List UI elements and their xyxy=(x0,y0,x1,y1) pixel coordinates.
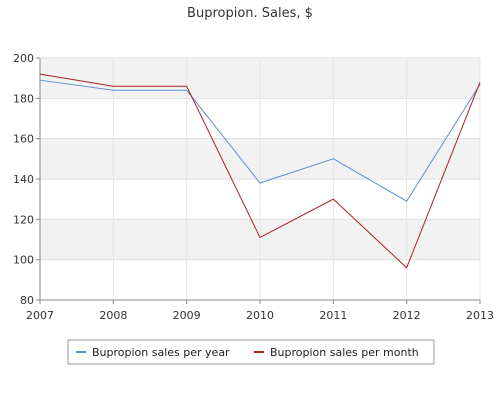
x-tick-label: 2007 xyxy=(26,309,54,322)
legend: Bupropion sales per year Bupropion sales … xyxy=(67,339,435,365)
x-tick-label: 2009 xyxy=(173,309,201,322)
tick-labels: 80 100 120 140 160 180 200 2007 2008 2009 2010 2011… xyxy=(13,52,494,322)
legend-label-1: Bupropion sales per year xyxy=(92,346,230,359)
axes xyxy=(36,57,481,304)
y-tick-label: 80 xyxy=(20,294,34,307)
x-tick-label: 2010 xyxy=(246,309,274,322)
y-tick-label: 140 xyxy=(13,173,34,186)
legend-box xyxy=(67,339,435,365)
y-tick-label: 100 xyxy=(13,254,34,267)
legend-label-2: Bupropion sales per month xyxy=(270,346,419,359)
y-tick-label: 160 xyxy=(13,133,34,146)
x-tick-label: 2012 xyxy=(393,309,421,322)
x-tick-label: 2013 xyxy=(466,309,494,322)
series-line-2 xyxy=(39,73,481,269)
series-lines xyxy=(39,73,481,269)
y-tick-label: 120 xyxy=(13,213,34,226)
grid-lines xyxy=(39,57,481,301)
x-tick-label: 2011 xyxy=(319,309,347,322)
series-line-1 xyxy=(39,79,481,202)
y-tick-label: 180 xyxy=(13,92,34,105)
y-tick-label: 200 xyxy=(13,52,34,65)
x-tick-label: 2008 xyxy=(99,309,127,322)
chart-title: Bupropion. Sales, $ xyxy=(187,6,313,21)
